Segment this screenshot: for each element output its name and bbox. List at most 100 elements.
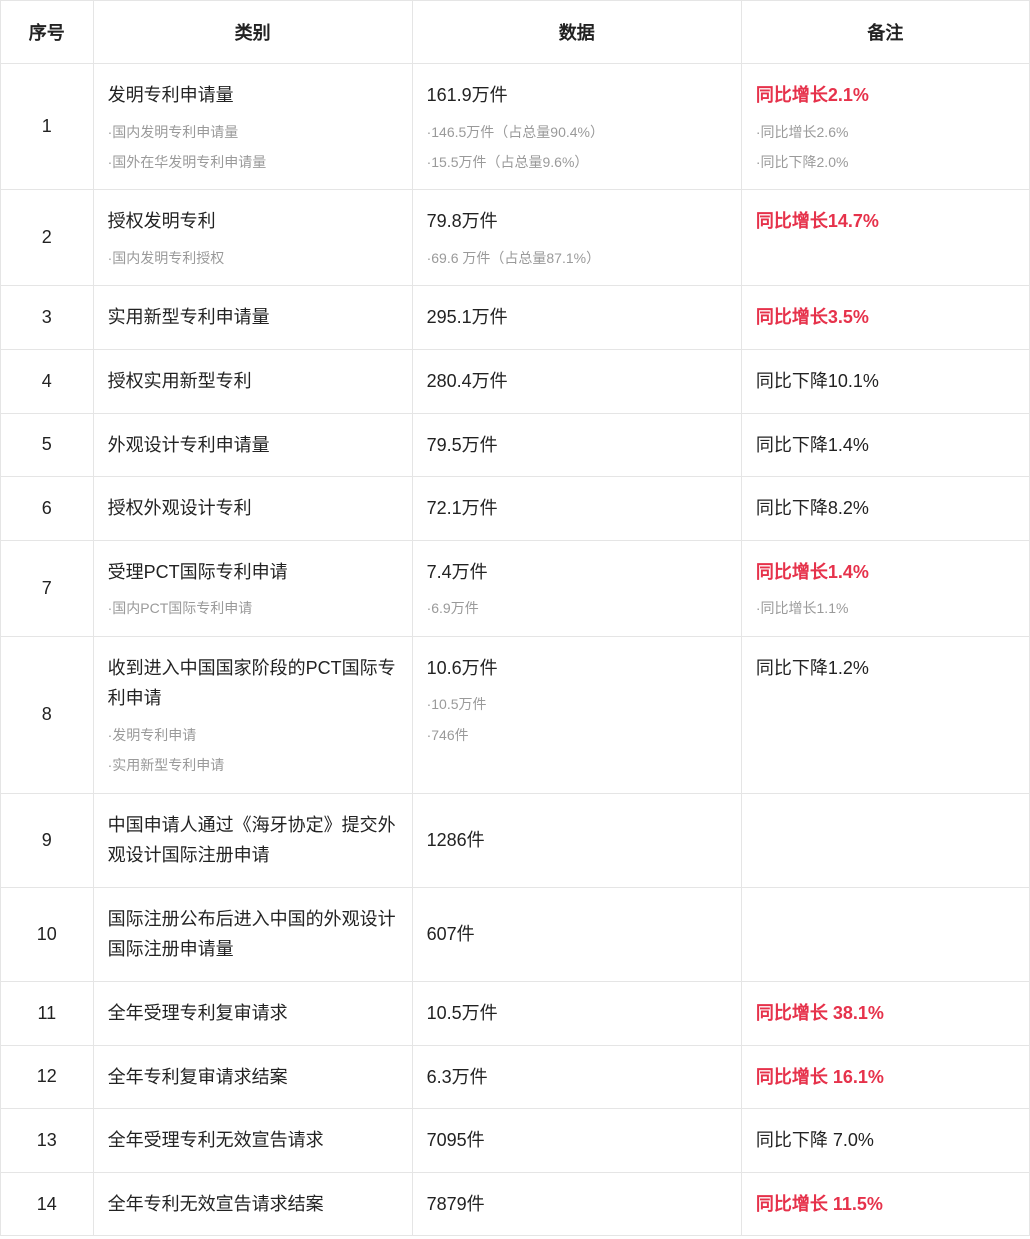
cell-seq: 12 <box>1 1045 94 1109</box>
table-row: 12 全年专利复审请求结案 6.3万件同比增长 16.1% <box>1 1045 1030 1109</box>
cell-note: 同比增长14.7% <box>741 190 1029 286</box>
cell-note-main: 同比增长 38.1% <box>756 998 1015 1029</box>
cell-data-main: 161.9万件 <box>427 80 727 111</box>
cell-data: 7.4万件·6.9万件 <box>412 540 741 636</box>
cell-category-main: 受理PCT国际专利申请 <box>108 557 398 588</box>
cell-seq: 3 <box>1 286 94 350</box>
cell-data-sub: ·69.6 万件（占总量87.1%） <box>427 247 727 269</box>
cell-category-main: 外观设计专利申请量 <box>108 430 398 461</box>
table-row: 8收到进入中国国家阶段的PCT国际专利申请·发明专利申请·实用新型专利申请10.… <box>1 636 1030 793</box>
col-header-data: 数据 <box>412 1 741 64</box>
col-header-cat: 类别 <box>93 1 412 64</box>
cell-seq: 10 <box>1 887 94 981</box>
cell-note-main: 同比下降1.4% <box>756 430 1015 461</box>
cell-data-sub: ·15.5万件（占总量9.6%） <box>427 151 727 173</box>
cell-data-main: 79.8万件 <box>427 206 727 237</box>
cell-category-sub: ·国内发明专利授权 <box>108 247 398 269</box>
table-row: 2 授权发明专利 ·国内发明专利授权 79.8万件 ·69.6 万件（占总量87.1%）… <box>1 190 1030 286</box>
table-row: 13全年受理专利无效宣告请求7095件同比下降 7.0% <box>1 1109 1030 1173</box>
cell-seq: 9 <box>1 793 94 887</box>
table-row: 7 受理PCT国际专利申请 ·国内PCT国际专利申请 7.4万件·6.9万件同比增长1… <box>1 540 1030 636</box>
cell-category-sub: ·国内发明专利申请量 <box>108 121 398 143</box>
cell-data-main: 1286件 <box>427 825 727 856</box>
cell-category-sub: ·国内PCT国际专利申请 <box>108 597 398 619</box>
cell-data: 295.1万件 <box>412 286 741 350</box>
table-row: 11 全年受理专利复审请求 10.5万件同比增长 38.1% <box>1 982 1030 1046</box>
cell-data: 72.1万件 <box>412 477 741 541</box>
cell-seq: 5 <box>1 413 94 477</box>
cell-seq: 6 <box>1 477 94 541</box>
cell-data-main: 280.4万件 <box>427 366 727 397</box>
cell-category-sub: ·发明专利申请 <box>108 724 398 746</box>
cell-data-main: 7879件 <box>427 1189 727 1220</box>
cell-category: 国际注册公布后进入中国的外观设计国际注册申请量 <box>93 887 412 981</box>
cell-data-main: 72.1万件 <box>427 493 727 524</box>
table-row: 1 发明专利申请量 ·国内发明专利申请量 ·国外在华发明专利申请量 161.9万件 ·14… <box>1 64 1030 190</box>
cell-seq: 2 <box>1 190 94 286</box>
cell-category-main: 收到进入中国国家阶段的PCT国际专利申请 <box>108 653 398 714</box>
table-header: 序号 类别 数据 备注 <box>1 1 1030 64</box>
cell-category-sub: ·实用新型专利申请 <box>108 754 398 776</box>
cell-category: 受理PCT国际专利申请 ·国内PCT国际专利申请 <box>93 540 412 636</box>
cell-note-main: 同比增长3.5% <box>756 302 1015 333</box>
cell-category-sub: ·国外在华发明专利申请量 <box>108 151 398 173</box>
cell-seq: 11 <box>1 982 94 1046</box>
cell-data-main: 79.5万件 <box>427 430 727 461</box>
cell-category: 全年受理专利复审请求 <box>93 982 412 1046</box>
cell-note-main: 同比增长2.1% <box>756 80 1015 111</box>
cell-seq: 7 <box>1 540 94 636</box>
cell-category: 外观设计专利申请量 <box>93 413 412 477</box>
cell-data-main: 295.1万件 <box>427 302 727 333</box>
cell-category-main: 授权外观设计专利 <box>108 493 398 524</box>
cell-category: 授权发明专利 ·国内发明专利授权 <box>93 190 412 286</box>
cell-note: 同比下降1.4% <box>741 413 1029 477</box>
cell-data-sub: ·746件 <box>427 724 727 746</box>
table-row: 6 授权外观设计专利 72.1万件同比下降8.2% <box>1 477 1030 541</box>
table-row: 3实用新型专利申请量 295.1万件同比增长3.5% <box>1 286 1030 350</box>
cell-category-main: 全年专利无效宣告请求结案 <box>108 1189 398 1220</box>
cell-note: 同比下降8.2% <box>741 477 1029 541</box>
cell-seq: 4 <box>1 349 94 413</box>
cell-category-main: 发明专利申请量 <box>108 80 398 111</box>
cell-data: 7095件 <box>412 1109 741 1173</box>
cell-category-main: 国际注册公布后进入中国的外观设计国际注册申请量 <box>108 904 398 965</box>
table-row: 9中国申请人通过《海牙协定》提交外观设计国际注册申请 1286件 <box>1 793 1030 887</box>
cell-note: 同比增长 16.1% <box>741 1045 1029 1109</box>
cell-data: 79.8万件 ·69.6 万件（占总量87.1%） <box>412 190 741 286</box>
cell-data-sub: ·146.5万件（占总量90.4%） <box>427 121 727 143</box>
table-row: 14全年专利无效宣告请求结案7879件同比增长 11.5% <box>1 1172 1030 1236</box>
table-row: 5 外观设计专利申请量 79.5万件同比下降1.4% <box>1 413 1030 477</box>
cell-note-sub: ·同比增长1.1% <box>756 597 1015 619</box>
cell-note: 同比增长3.5% <box>741 286 1029 350</box>
cell-note-main: 同比下降10.1% <box>756 366 1015 397</box>
patent-stats-table-wrap: 序号 类别 数据 备注 1 发明专利申请量 ·国内发明专利申请量 ·国外在华发明专利申… <box>0 0 1030 1236</box>
cell-note: 同比下降 7.0% <box>741 1109 1029 1173</box>
cell-category-main: 全年专利复审请求结案 <box>108 1062 398 1093</box>
cell-seq: 1 <box>1 64 94 190</box>
cell-note: 同比增长 11.5% <box>741 1172 1029 1236</box>
cell-category-main: 中国申请人通过《海牙协定》提交外观设计国际注册申请 <box>108 810 398 871</box>
cell-category-main: 授权发明专利 <box>108 206 398 237</box>
cell-data-sub: ·6.9万件 <box>427 597 727 619</box>
col-header-seq: 序号 <box>1 1 94 64</box>
cell-data: 10.6万件·10.5万件·746件 <box>412 636 741 793</box>
cell-category: 实用新型专利申请量 <box>93 286 412 350</box>
cell-data: 10.5万件 <box>412 982 741 1046</box>
cell-data-main: 6.3万件 <box>427 1062 727 1093</box>
cell-note: 同比增长1.4%·同比增长1.1% <box>741 540 1029 636</box>
cell-note-main: 同比增长 16.1% <box>756 1062 1015 1093</box>
cell-note: 同比增长2.1% ·同比增长2.6% ·同比下降2.0% <box>741 64 1029 190</box>
cell-data-sub: ·10.5万件 <box>427 693 727 715</box>
cell-note-sub: ·同比下降2.0% <box>756 151 1015 173</box>
table-row: 10国际注册公布后进入中国的外观设计国际注册申请量607件 <box>1 887 1030 981</box>
cell-category: 发明专利申请量 ·国内发明专利申请量 ·国外在华发明专利申请量 <box>93 64 412 190</box>
cell-data: 79.5万件 <box>412 413 741 477</box>
cell-category: 全年专利复审请求结案 <box>93 1045 412 1109</box>
cell-data-main: 7095件 <box>427 1125 727 1156</box>
cell-category: 全年受理专利无效宣告请求 <box>93 1109 412 1173</box>
cell-category: 授权外观设计专利 <box>93 477 412 541</box>
cell-note-sub: ·同比增长2.6% <box>756 121 1015 143</box>
cell-data: 7879件 <box>412 1172 741 1236</box>
cell-category-main: 授权实用新型专利 <box>108 366 398 397</box>
cell-category-main: 全年受理专利复审请求 <box>108 998 398 1029</box>
